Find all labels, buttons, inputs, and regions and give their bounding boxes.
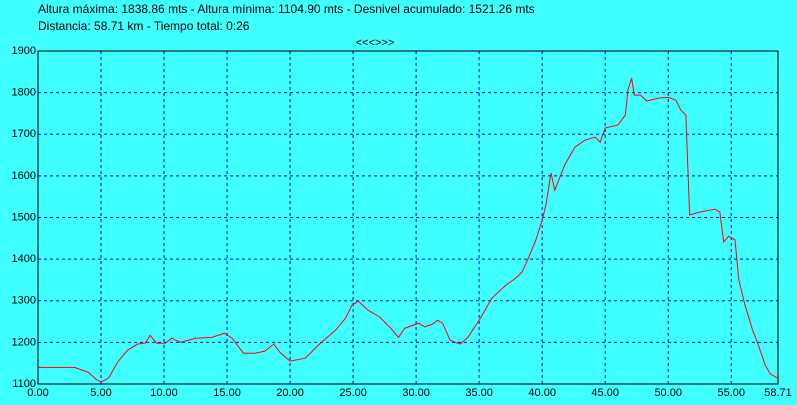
y-tick-label: 1700 [12, 128, 36, 140]
x-tick-label: 5.00 [90, 387, 111, 399]
x-tick-label: 55.00 [717, 387, 745, 399]
y-tick-label: 1300 [12, 295, 36, 307]
x-tick-label: 25.00 [339, 387, 367, 399]
x-tick-label: 20.00 [276, 387, 304, 399]
x-tick-label: 58.71 [764, 387, 792, 399]
chart-title: Altura máxima: 1838.86 mts - Altura míni… [38, 2, 535, 16]
elevation-line [38, 77, 779, 383]
x-tick-label: 50.00 [654, 387, 682, 399]
y-tick-label: 1200 [12, 336, 36, 348]
x-tick-label: 35.00 [465, 387, 493, 399]
y-tick-label: 1100 [12, 378, 36, 390]
y-tick-label: 1900 [12, 45, 36, 57]
y-tick-label: 1800 [12, 87, 36, 99]
chart-subtitle: Distancia: 58.71 km - Tiempo total: 0:26 [38, 19, 250, 33]
x-tick-label: 10.00 [150, 387, 178, 399]
plot-border [37, 50, 779, 385]
y-tick-label: 1600 [12, 170, 36, 182]
x-tick-label: 30.00 [402, 387, 430, 399]
x-tick-label: 40.00 [528, 387, 556, 399]
y-tick-label: 1500 [12, 211, 36, 223]
nav-arrows[interactable]: <<<>>> [356, 37, 395, 49]
x-tick-label: 45.00 [591, 387, 619, 399]
y-tick-label: 1400 [12, 253, 36, 265]
x-tick-label: 0.00 [27, 387, 48, 399]
x-tick-label: 15.00 [213, 387, 241, 399]
